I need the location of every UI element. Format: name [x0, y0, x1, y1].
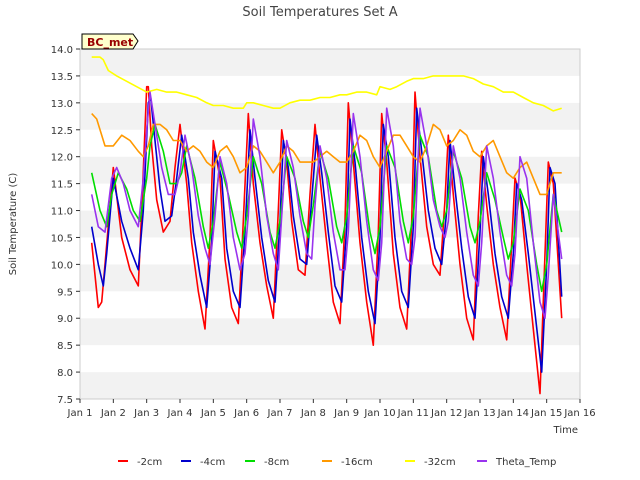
x-axis: Jan 1 Jan 2 Jan 3 Jan 4 Jan 5 Jan 6 Jan 7 Jan 8…	[67, 399, 596, 419]
legend: -2cm -4cm -8cm -16cm -32cm Theta_Temp	[118, 457, 556, 468]
grid-band	[80, 345, 580, 373]
y-tick-label: 8.5	[57, 341, 73, 352]
legend-label: Theta_Temp	[495, 457, 556, 468]
y-tick-label: 12.5	[51, 126, 73, 137]
y-tick-label: 12.0	[51, 153, 73, 164]
grid-band	[80, 318, 580, 346]
x-tick-label: Jan 2	[100, 408, 126, 419]
grid-band	[80, 102, 580, 130]
annotation-label: BC_met	[87, 36, 133, 49]
annotation-box	[81, 33, 139, 50]
grid-band	[80, 49, 580, 76]
series-line-thetatemp	[90, 91, 563, 320]
x-tick-label: Jan 4	[167, 408, 193, 419]
x-tick-label: Jan 3	[133, 408, 159, 419]
x-tick-label: Jan 7	[267, 408, 293, 419]
series-line-16cm	[91, 113, 562, 196]
series-line-4cm	[90, 96, 563, 373]
y-tick-label: 7.5	[57, 395, 73, 406]
y-tick-label: 13.5	[51, 72, 73, 83]
x-tick-label: Jan 1	[67, 408, 93, 419]
x-tick-label: Jan 13	[463, 408, 495, 419]
grid-band	[80, 210, 580, 238]
x-tick-label: Jan 10	[363, 408, 395, 419]
legend-label: -32cm	[424, 457, 456, 468]
legend-label: -4cm	[200, 457, 225, 468]
plot-area	[79, 48, 581, 400]
y-tick-label: 11.0	[51, 207, 73, 218]
x-tick-label: Jan 16	[563, 408, 595, 419]
series-line-2cm	[90, 85, 563, 395]
legend-label: -2cm	[137, 457, 162, 468]
y-axis: 7.5 8.0 8.5 9.0 9.5 10.0 10.5 11.0 11.5 12.0 12.5 1…	[51, 45, 80, 406]
grid-band	[80, 372, 580, 399]
x-tick-label: Jan 14	[497, 408, 529, 419]
x-tick-label: Jan 9	[333, 408, 359, 419]
x-tick-label: Jan 8	[300, 408, 326, 419]
y-tick-label: 10.5	[51, 233, 73, 244]
x-tick-label: Jan 5	[200, 408, 226, 419]
y-tick-label: 8.0	[57, 368, 73, 379]
legend-label: -8cm	[264, 457, 289, 468]
x-tick-label: Jan 15	[530, 408, 562, 419]
grid-band	[80, 291, 580, 319]
plot-background-bands	[80, 49, 580, 399]
y-tick-label: 14.0	[51, 45, 73, 56]
y-tick-label: 9.5	[57, 287, 73, 298]
x-axis-label: Time	[553, 425, 578, 436]
series-line-32cm	[91, 56, 562, 112]
y-tick-label: 9.0	[57, 314, 73, 325]
x-tick-label: Jan 11	[397, 408, 429, 419]
y-tick-label: 11.5	[51, 180, 73, 191]
y-tick-label: 13.0	[51, 99, 73, 110]
bc-met-annotation: BC_met	[81, 33, 139, 50]
legend-label: -16cm	[341, 457, 373, 468]
x-tick-label: Jan 6	[233, 408, 259, 419]
y-tick-label: 10.0	[51, 260, 73, 271]
chart-title: Soil Temperatures Set A	[242, 5, 397, 20]
grid-band	[80, 156, 580, 184]
x-tick-label: Jan 12	[430, 408, 462, 419]
series-layer	[90, 56, 563, 395]
y-axis-label: Soil Temperature (C)	[8, 173, 19, 276]
